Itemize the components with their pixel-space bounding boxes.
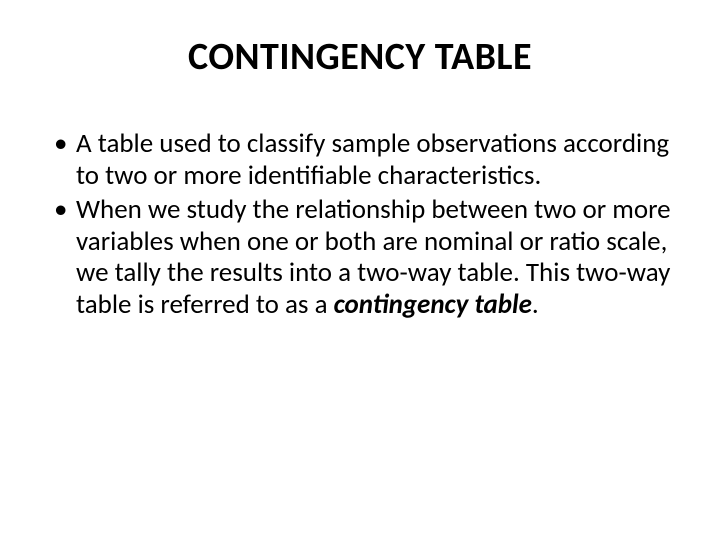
bullet-text-suffix: . bbox=[532, 288, 539, 321]
bullet-text-emphasis: contingency table bbox=[334, 288, 532, 321]
slide-title: CONTINGENCY TABLE bbox=[48, 34, 672, 80]
list-item: A table used to classify sample observat… bbox=[48, 128, 672, 192]
list-item: When we study the relationship between t… bbox=[48, 194, 672, 321]
slide: CONTINGENCY TABLE A table used to classi… bbox=[0, 0, 720, 540]
bullet-text: A table used to classify sample observat… bbox=[76, 127, 669, 192]
slide-body: A table used to classify sample observat… bbox=[48, 128, 672, 321]
bullet-list: A table used to classify sample observat… bbox=[48, 128, 672, 321]
